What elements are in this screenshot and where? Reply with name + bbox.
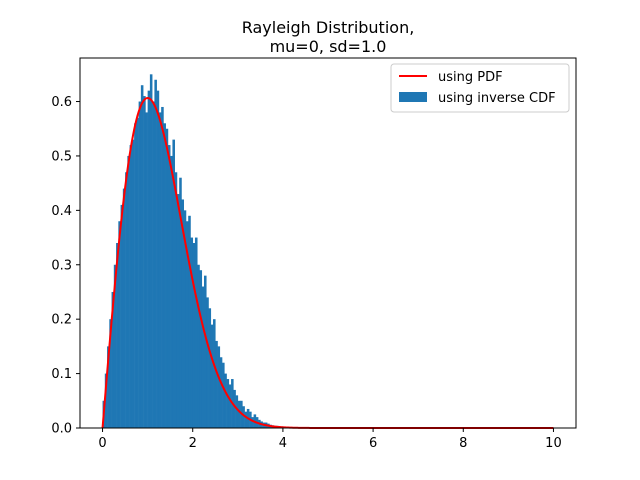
- histogram-bar: [183, 210, 187, 428]
- histogram-bar: [118, 221, 121, 428]
- y-tick-label: 0.6: [51, 95, 72, 110]
- legend-hist-swatch: [399, 92, 427, 102]
- histogram-bar: [134, 123, 137, 428]
- histogram-bar: [233, 389, 236, 428]
- histogram-bar: [224, 373, 227, 428]
- x-tick-label: 0: [98, 436, 106, 451]
- histogram-bar: [208, 308, 212, 428]
- x-axis: 0 2 4 6 8 10: [98, 428, 562, 451]
- y-tick-label: 0.0: [51, 422, 72, 437]
- histogram-bar: [131, 139, 135, 428]
- histogram-bar: [122, 188, 126, 428]
- x-tick-label: 6: [369, 436, 377, 451]
- histogram-bar: [113, 264, 117, 428]
- y-tick-label: 0.2: [51, 313, 72, 328]
- histogram-bar: [136, 117, 139, 428]
- histogram-bar: [143, 96, 146, 428]
- axes-frame: [79, 57, 577, 429]
- y-tick-label: 0.1: [51, 367, 72, 382]
- histogram-bar: [161, 106, 164, 428]
- legend: using PDF using inverse CDF: [390, 63, 570, 113]
- histogram-bar: [192, 243, 196, 428]
- histogram-bar: [127, 155, 130, 428]
- legend-box: [390, 63, 570, 113]
- legend-hist-label: using inverse CDF: [438, 91, 556, 106]
- histogram-bar: [149, 74, 153, 428]
- histogram-bar: [152, 101, 155, 428]
- histogram-bar: [111, 291, 115, 428]
- histogram-bar: [188, 215, 191, 428]
- x-tick-label: 10: [545, 436, 562, 451]
- histogram-bars: [102, 74, 306, 429]
- histogram-bar: [140, 85, 144, 429]
- histogram-bar: [244, 411, 248, 428]
- histogram-bar: [179, 177, 182, 428]
- histogram-bar: [147, 90, 151, 429]
- histogram-bar: [129, 145, 133, 428]
- histogram-bar: [190, 237, 194, 428]
- histogram-bar: [170, 155, 173, 428]
- histogram-bar: [242, 406, 245, 428]
- histogram-bar: [165, 128, 169, 429]
- histogram-bar: [222, 362, 225, 428]
- histogram-bar: [154, 79, 157, 428]
- x-tick-label: 2: [189, 436, 197, 451]
- histogram-bar: [145, 112, 148, 428]
- histogram-bar: [174, 172, 178, 428]
- histogram-bar: [228, 384, 232, 428]
- y-tick-label: 0.4: [51, 204, 72, 219]
- histogram-bar: [219, 357, 223, 428]
- histogram-bar: [213, 319, 216, 428]
- histogram-bar: [181, 199, 184, 428]
- histogram-bar: [116, 243, 119, 428]
- histogram-bar: [138, 101, 142, 428]
- histogram-bar: [199, 270, 203, 428]
- histogram-bar: [158, 112, 162, 428]
- histogram-bar: [185, 221, 189, 428]
- histogram-bar: [176, 194, 180, 428]
- histogram-bar: [210, 324, 214, 428]
- chart-title-line-1: Rayleigh Distribution,: [242, 18, 415, 37]
- y-axis: 0.0 0.1 0.2 0.3 0.4 0.5 0.6: [51, 95, 80, 437]
- histogram-bar: [204, 275, 207, 428]
- histogram-bar: [197, 264, 200, 428]
- histogram-bar: [125, 172, 128, 428]
- histogram-bar: [235, 395, 239, 428]
- histogram-bar: [163, 123, 166, 428]
- histogram-bar: [107, 346, 110, 428]
- histogram-bar: [109, 319, 112, 428]
- histogram-bar: [217, 346, 221, 428]
- x-tick-label: 8: [459, 436, 467, 451]
- histogram-bar: [206, 297, 209, 428]
- histogram-bar: [215, 340, 218, 428]
- histogram-bar: [156, 90, 160, 429]
- histogram-bar: [172, 139, 175, 428]
- histogram-bar: [226, 379, 230, 428]
- y-tick-label: 0.3: [51, 258, 72, 273]
- legend-pdf-label: using PDF: [438, 70, 503, 85]
- x-tick-label: 4: [279, 436, 287, 451]
- y-tick-label: 0.5: [51, 149, 72, 164]
- histogram-bar: [104, 373, 108, 428]
- histogram-bar: [237, 400, 241, 428]
- histogram-bar: [201, 286, 205, 428]
- chart-title-line-2: mu=0, sd=1.0: [270, 37, 387, 56]
- histogram-bar: [251, 417, 254, 428]
- histogram-bar: [120, 204, 124, 428]
- histogram-bar: [194, 237, 198, 428]
- histogram-bar: [167, 145, 171, 428]
